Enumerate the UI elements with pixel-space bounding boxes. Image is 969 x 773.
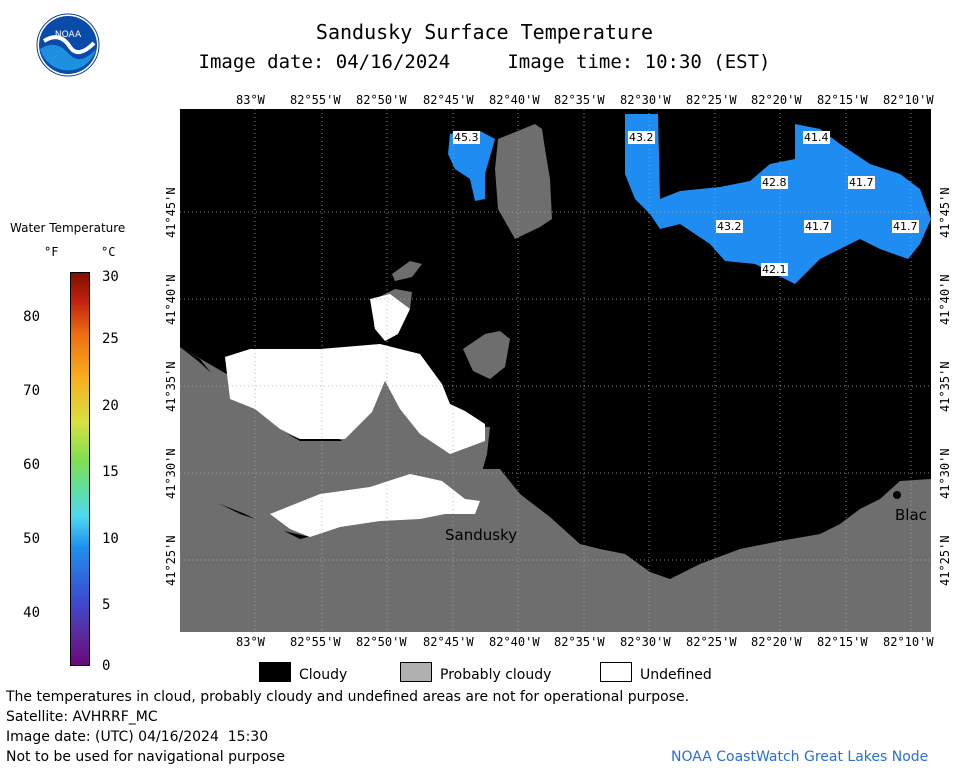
image-date-time: Image date: 04/16/2024 Image time: 10:30… [198,51,771,73]
legend-label-probably-cloudy: Probably cloudy [440,667,552,683]
lon-label-top: 82°55'W [290,93,341,107]
lon-label-bottom: 82°30'W [620,635,671,649]
lon-label-top: 82°40'W [489,93,540,107]
lat-label-left: 41°40'N [164,274,178,325]
lat-label-right: 41°30'N [938,448,952,499]
lon-label-top: 82°30'W [620,93,671,107]
undefined-area-3 [370,294,410,341]
lon-label-bottom: 82°45'W [423,635,474,649]
lon-label-top: 82°25'W [686,93,737,107]
c-tick: 10 [102,531,119,547]
noaa-node-label: NOAA CoastWatch Great Lakes Node [671,749,929,765]
place-label-sandusky: Sandusky [445,526,518,544]
island-south-bass [463,331,510,379]
legend-swatch-probably-cloudy [400,662,432,682]
temp-label: 45.3 [453,131,480,144]
temp-label: 41.4 [803,131,830,144]
lon-label-bottom: 82°10'W [883,635,934,649]
lat-label-left: 41°35'N [164,361,178,412]
lat-label-right: 41°35'N [938,361,952,412]
lat-label-left: 41°45'N [164,187,178,238]
temp-label: 41.7 [804,220,831,233]
lon-label-top: 82°35'W [554,93,605,107]
noaa-logo: NOAA [36,13,100,77]
lon-label-bottom: 82°35'W [554,635,605,649]
city-marker [893,491,901,499]
f-tick: 40 [23,605,40,621]
c-tick: 15 [102,464,119,480]
lat-label-right: 41°40'N [938,274,952,325]
water-temp-area-2 [625,114,931,284]
lon-label-top: 82°15'W [817,93,868,107]
temp-label: 43.2 [716,220,743,233]
island-kelleys [495,124,552,239]
logo-text: NOAA [55,30,82,40]
lon-label-top: 83°W [236,93,265,107]
f-tick: 50 [23,531,40,547]
lon-label-top: 82°10'W [883,93,934,107]
lon-label-top: 82°20'W [751,93,802,107]
c-tick: 5 [102,597,111,613]
legend-label-cloudy: Cloudy [299,667,348,683]
unit-celsius: °C [101,245,116,259]
lon-label-bottom: 82°15'W [817,635,868,649]
lon-label-bottom: 83°W [236,635,265,649]
lon-label-top: 82°50'W [356,93,407,107]
footer-satellite: Satellite: AVHRRF_MC [6,709,158,725]
island-small-2 [392,261,422,281]
temp-label: 42.1 [761,263,788,276]
footer-note: The temperatures in cloud, probably clou… [6,689,690,705]
lat-label-right: 41°45'N [938,187,952,238]
f-tick: 60 [23,457,40,473]
place-label-blac: Blac [895,506,927,524]
lon-label-bottom: 82°20'W [751,635,802,649]
temp-label: 41.7 [892,220,919,233]
page-title: Sandusky Surface Temperature [315,20,654,44]
lon-label-bottom: 82°55'W [290,635,341,649]
lon-label-bottom: 82°25'W [686,635,737,649]
legend-swatch-undefined [600,662,632,682]
lon-label-bottom: 82°50'W [356,635,407,649]
temp-label: 42.8 [761,176,788,189]
legend-label-undefined: Undefined [640,667,712,683]
temp-label: 41.7 [848,176,875,189]
footer-nav-warning: Not to be used for navigational purpose [6,749,285,765]
footer-utc-date: Image date: (UTC) 04/16/2024 15:30 [6,729,269,745]
temp-label: 43.2 [628,131,655,144]
legend-swatch-cloudy [259,662,291,682]
lat-label-right: 41°25'N [938,535,952,586]
c-tick: 0 [102,658,111,674]
colorbar [70,272,90,666]
undefined-area-2 [270,474,480,537]
colorbar-title: Water Temperature [10,221,126,235]
unit-fahrenheit: °F [44,245,59,259]
c-tick: 30 [102,269,119,285]
c-tick: 20 [102,398,119,414]
lon-label-bottom: 82°40'W [489,635,540,649]
lon-label-top: 82°45'W [423,93,474,107]
undefined-area-1 [225,344,485,454]
lat-label-left: 41°25'N [164,535,178,586]
f-tick: 80 [23,309,40,325]
lat-label-left: 41°30'N [164,448,178,499]
f-tick: 70 [23,383,40,399]
temperature-map [180,109,931,632]
water-temp-area-1 [448,131,495,201]
c-tick: 25 [102,331,119,347]
